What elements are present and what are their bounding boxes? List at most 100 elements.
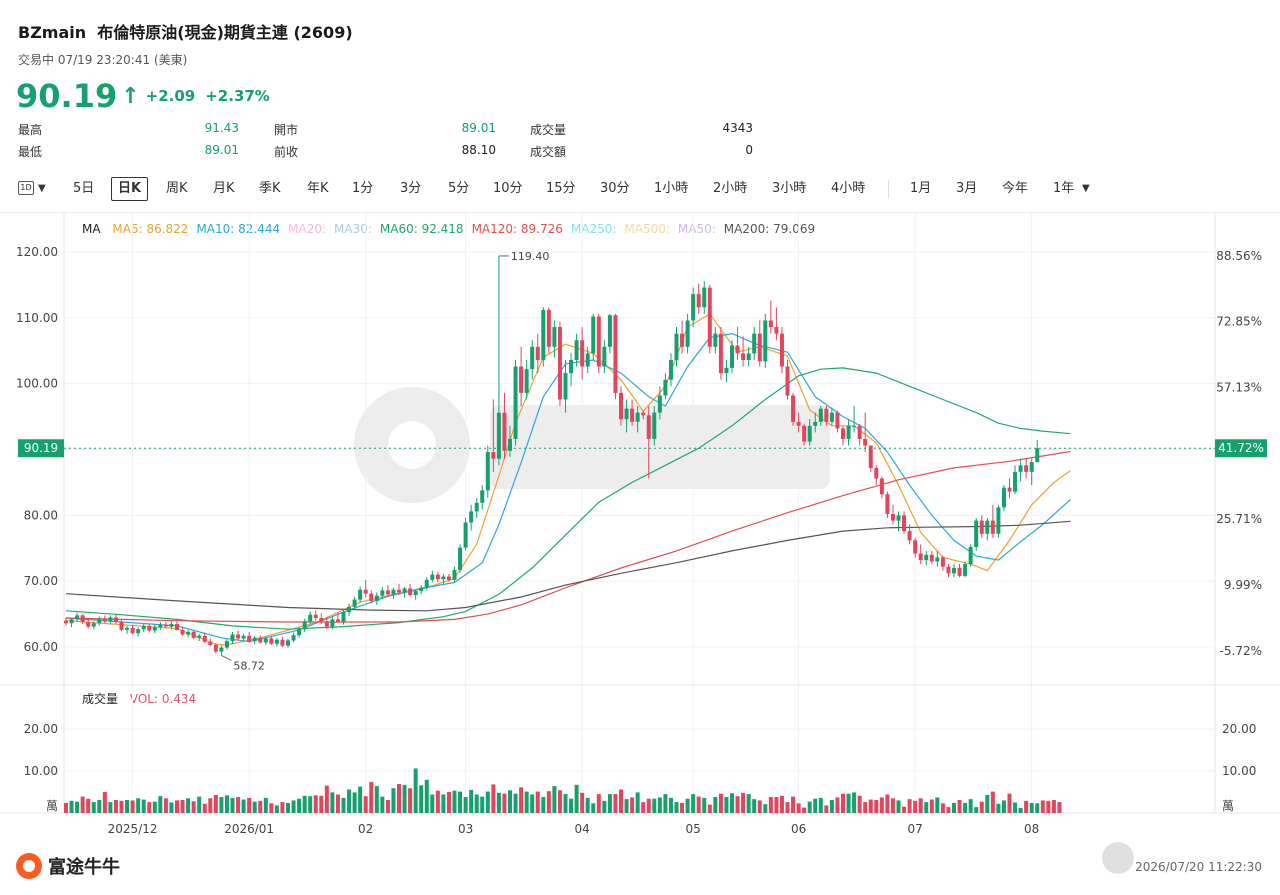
volume-bar (979, 801, 984, 813)
candle-body (557, 327, 562, 400)
candle-body (741, 353, 746, 360)
period-tab[interactable]: 月K (213, 181, 235, 196)
watermark-logo-icon (354, 387, 470, 503)
volume-bar (380, 796, 385, 813)
volume-bar (841, 793, 845, 813)
volume-bar (1046, 800, 1051, 813)
period-tab[interactable]: 3小時 (772, 181, 807, 196)
pct-tick-label: 57.13% (1216, 380, 1262, 394)
candle-body (835, 412, 840, 429)
period-tab[interactable]: 5分 (448, 181, 470, 196)
prev-close-value: 88.10 (461, 143, 496, 157)
range-tab[interactable]: 1年 (1053, 181, 1075, 196)
volume-bar (985, 794, 990, 813)
price-tick-label: 80.00 (24, 508, 58, 522)
period-tab[interactable]: 季K (259, 181, 281, 196)
volume-bar (752, 799, 757, 813)
ma-legend-item: MA20: (288, 222, 326, 236)
candle-body (952, 568, 956, 574)
volume-bar (807, 801, 812, 813)
candle-body (890, 514, 895, 521)
volume-bar (818, 797, 823, 813)
watermark-text-block (490, 405, 830, 489)
period-tab[interactable]: 30分 (600, 181, 630, 196)
volume-group (64, 768, 1062, 813)
range-caret-icon[interactable]: ▼ (1082, 183, 1090, 194)
period-tab[interactable]: 4小時 (831, 181, 866, 196)
candle-body (86, 621, 91, 627)
volume-bar (1035, 803, 1040, 813)
range-tab[interactable]: 3月 (956, 181, 978, 196)
volume-bar (924, 802, 929, 813)
volume-bar (130, 800, 135, 813)
volume-bar (668, 797, 673, 813)
candle-body (657, 395, 662, 413)
header-title: BZmain 布倫特原油(現金)期貨主連 (2609) (18, 19, 353, 43)
candle-body (863, 438, 868, 446)
volume-bar (646, 798, 651, 813)
volume-bar (75, 801, 80, 813)
time-tick-label: 2025/12 (108, 822, 158, 836)
period-tab[interactable]: 15分 (546, 181, 576, 196)
volume-bar (397, 784, 401, 813)
volume-tick-label-right: 20.00 (1222, 722, 1256, 736)
volume-bar (696, 796, 701, 813)
volume-legend-value: VOL: 0.434 (129, 692, 197, 706)
volume-bar (324, 785, 329, 813)
range-tab[interactable]: 1月 (910, 181, 932, 196)
volume-bar (119, 800, 124, 813)
candle-body (574, 340, 579, 360)
candle-body (258, 637, 263, 643)
futu-logo-icon (16, 853, 42, 879)
volume-bar (469, 789, 474, 813)
candle-body (607, 315, 612, 347)
period-tab[interactable]: 10分 (493, 181, 523, 196)
range-tab[interactable]: 今年 (1002, 181, 1029, 196)
volume-bar (546, 791, 551, 813)
volume-bar (802, 807, 807, 813)
candle-body (768, 320, 773, 328)
volume-bar (452, 790, 457, 813)
candle-body (1013, 471, 1018, 492)
volume-bar (879, 797, 884, 813)
period-tab[interactable]: 5日 (73, 181, 95, 196)
candle-body (530, 346, 535, 370)
candle-body (563, 373, 568, 400)
candle-body (552, 327, 557, 347)
period-tab[interactable]: 年K (307, 181, 329, 196)
candle-body (813, 421, 818, 426)
chart-type-dropdown[interactable]: 1D ▼ (18, 176, 52, 202)
volume-bar (347, 789, 352, 813)
volume-bar (691, 794, 696, 813)
candle-body (463, 522, 468, 548)
period-tab[interactable]: 1小時 (654, 181, 689, 196)
period-tab[interactable]: 2小時 (713, 181, 748, 196)
candle-body (391, 589, 396, 595)
volume-bar (707, 804, 712, 813)
volume-tick-label: 10.00 (24, 764, 58, 778)
volume-bar (474, 794, 479, 813)
period-tab[interactable]: 日K (111, 177, 149, 201)
candle-body (702, 287, 707, 308)
current-pct-tag (1215, 439, 1267, 458)
volume-bar (996, 803, 1001, 813)
candle-body (580, 340, 585, 367)
candle-body (624, 408, 629, 420)
volume-bar (485, 791, 490, 813)
candle-body (985, 520, 990, 534)
candle-body (652, 412, 657, 439)
candle-body (918, 553, 923, 561)
candle-body (324, 621, 329, 627)
period-tab[interactable]: 1分 (352, 181, 374, 196)
volume-bar (335, 794, 340, 813)
symbol: BZmain (18, 23, 87, 42)
candle-body (163, 624, 168, 627)
volume-bar (241, 799, 246, 813)
volume-bar (202, 803, 207, 813)
candle-body (175, 623, 179, 630)
period-tab[interactable]: 周K (166, 181, 188, 196)
period-tab[interactable]: 3分 (400, 181, 422, 196)
candle-body (691, 294, 696, 321)
candle-body (335, 619, 340, 622)
